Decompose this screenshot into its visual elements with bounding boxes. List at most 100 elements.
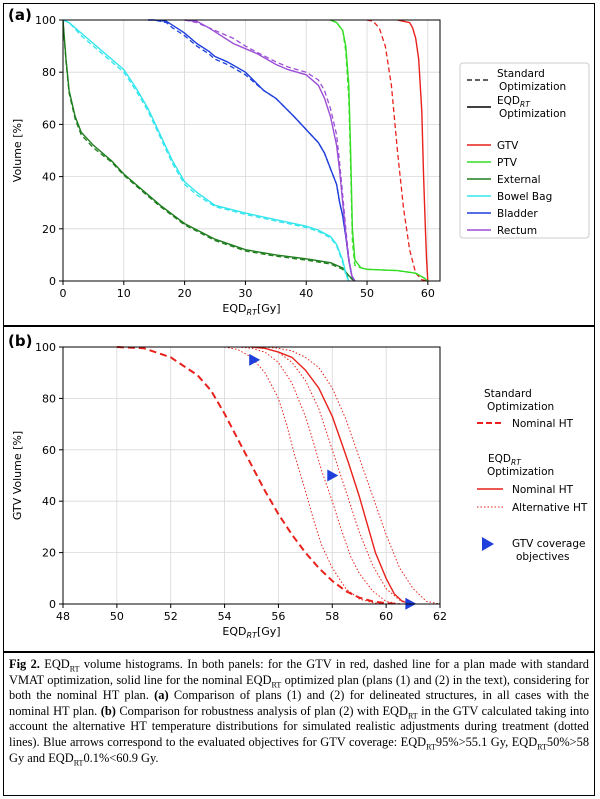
x-tick-label: 56 <box>271 610 285 623</box>
legend-label-nominal-eqdrt: Nominal HT <box>512 484 574 496</box>
caption-subscript: RT <box>426 742 436 752</box>
caption-subscript: RT <box>537 742 547 752</box>
legend-label-bowel-bag: Bowel Bag <box>497 191 552 203</box>
series-line-rectum-eqdrt <box>184 19 356 281</box>
legend-title-standard-line2: Optimization <box>487 401 554 413</box>
x-tick-label: 52 <box>164 610 178 623</box>
series-line-bladder-standard <box>148 19 356 281</box>
figure-caption: Fig 2. EQDRT volume histograms. In both … <box>3 652 595 796</box>
x-tick-label: 30 <box>238 287 252 300</box>
x-tick-label: 40 <box>299 287 313 300</box>
caption-text: EQD <box>39 657 70 671</box>
y-tick-label: 20 <box>42 547 56 560</box>
legend-title-standard-line1: Standard <box>484 388 532 400</box>
series-line-bowel-bag-eqdrt <box>63 19 350 281</box>
panel-a-frame <box>3 3 595 326</box>
x-tick-label: 10 <box>117 287 131 300</box>
legend-label-eqdrt-line1: EQDRT <box>497 95 531 109</box>
series-group <box>116 346 440 604</box>
y-tick-label: 0 <box>49 275 56 288</box>
legend-label-ptv: PTV <box>497 157 518 169</box>
series-group <box>63 19 429 281</box>
plot-frame <box>62 19 441 282</box>
legend-label-eqdrt-line2: Optimization <box>499 108 566 120</box>
caption-subscript: RT <box>73 758 84 768</box>
y-tick-label: 100 <box>35 14 56 27</box>
x-axis-label: EQDRT[Gy] <box>222 625 280 640</box>
series-line-external-standard <box>63 19 356 281</box>
y-tick-label: 40 <box>42 171 56 184</box>
x-tick-label: 0 <box>60 287 67 300</box>
y-axis-label: GTV Volume [%] <box>11 431 24 520</box>
series-line-nominal-ht-eqd-rt-optimization- <box>251 346 414 604</box>
legend-label-standard-line2: Optimization <box>499 81 566 93</box>
caption-text: volume histograms. In both panels: for t… <box>9 657 589 687</box>
panel-label: (b) <box>8 332 32 350</box>
caption-text: 0.1%<60.9 Gy. <box>83 750 159 765</box>
legend-marker-triangle <box>482 537 494 551</box>
caption-text: in the GTV calculated taking into accoun… <box>9 703 589 749</box>
y-tick-label: 20 <box>42 223 56 236</box>
caption-text: optimized plan (plans (1) and (2) in the… <box>9 672 589 703</box>
caption-bold-part: Fig 2. <box>9 657 40 671</box>
legend-title-gtv-line2: objectives <box>516 551 569 563</box>
y-tick-label: 80 <box>42 392 56 405</box>
caption-subscript: RT <box>271 680 282 690</box>
series-line-ptv-standard <box>330 19 429 281</box>
legend-label-alternative: Alternative HT <box>512 502 588 514</box>
legend-title-eqdrt-line1: EQDRT <box>488 453 522 467</box>
y-tick-label: 80 <box>42 66 56 79</box>
series-line-bowel-bag-standard <box>63 19 350 281</box>
y-tick-label: 100 <box>35 341 56 354</box>
x-tick-label: 50 <box>360 287 374 300</box>
series-line-gtv-eqdrt <box>397 19 429 281</box>
chart-panel-b: (b) 48 50 52 54 56 58 60 62 0 20 40 60 80 100 EQDRT[Gy]… <box>8 332 588 640</box>
y-tick-label: 60 <box>42 118 56 131</box>
gtv-objective-marker <box>249 353 261 366</box>
caption-subscript: RT <box>69 664 80 674</box>
legend-title-eqdrt-line2: Optimization <box>487 466 554 478</box>
x-tick-label: 48 <box>56 610 70 623</box>
legend-title-gtv-line1: GTV coverage <box>512 538 585 550</box>
series-line-ptv-eqdrt <box>330 19 429 281</box>
panel-b-frame <box>3 326 595 652</box>
x-tick-label: 58 <box>325 610 339 623</box>
legend-label-rectum: Rectum <box>497 225 537 237</box>
series-line-alternative-ht-4 <box>264 346 440 604</box>
legend-box <box>459 62 590 239</box>
x-tick-label: 60 <box>421 287 435 300</box>
y-axis-label: Volume [%] <box>11 119 24 182</box>
series-line-nominal-ht-standard-optimization- <box>116 346 400 604</box>
x-axis-label: EQDRT[Gy] <box>222 302 280 317</box>
caption-text: Comparison for robustness analysis of pl… <box>115 703 408 718</box>
series-line-external-eqdrt <box>63 19 356 281</box>
y-tick-label: 40 <box>42 495 56 508</box>
series-line-gtv-standard <box>366 19 428 281</box>
caption-text: 95%>55.1 Gy, EQD <box>435 734 538 749</box>
legend-label-nominal-standard: Nominal HT <box>512 418 574 430</box>
y-tick-label: 60 <box>42 444 56 457</box>
caption-bold-part: (b) <box>100 703 116 718</box>
series-line-alternative-ht-2 <box>237 346 400 604</box>
plot-frame <box>62 346 441 605</box>
legend-label-bladder: Bladder <box>497 208 538 220</box>
series-line-alternative-ht-1 <box>224 346 387 604</box>
x-tick-label: 60 <box>379 610 393 623</box>
caption-text: Comparison of plans (1) and (2) for deli… <box>9 688 589 718</box>
gtv-objective-marker <box>327 469 339 482</box>
x-tick-label: 20 <box>178 287 192 300</box>
y-tick-label: 0 <box>49 598 56 611</box>
legend-label-standard-line1: Standard <box>497 68 545 80</box>
x-tick-label: 50 <box>110 610 124 623</box>
chart-panel-a: (a) 0 10 20 30 40 50 60 0 20 40 60 80 100 EQDRT[Gy] Vol… <box>8 6 590 317</box>
series-line-alternative-ht-3 <box>251 346 414 604</box>
legend-label-external: External <box>497 174 541 186</box>
x-tick-label: 54 <box>218 610 232 623</box>
series-line-bladder-eqdrt <box>148 19 356 281</box>
series-line-rectum-standard <box>184 19 356 281</box>
caption-subscript: RT <box>407 711 418 721</box>
x-tick-label: 62 <box>433 610 447 623</box>
caption-text: 50%>58 Gy and EQD <box>9 734 590 765</box>
panel-label: (a) <box>8 6 32 24</box>
